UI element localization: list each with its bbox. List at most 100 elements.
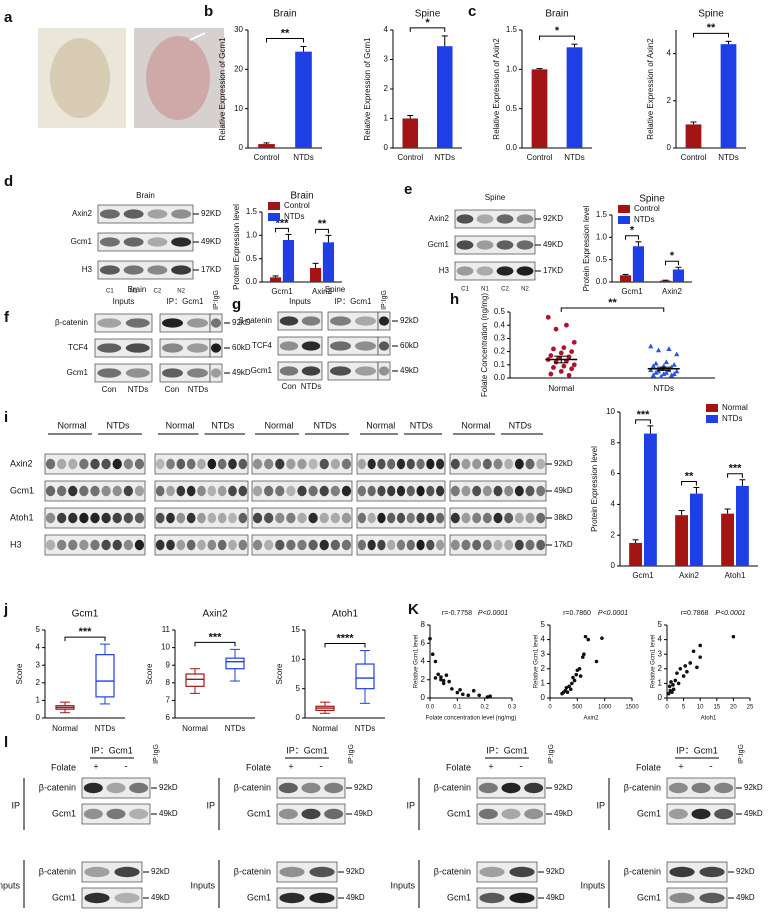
point <box>671 371 677 377</box>
blot-band <box>297 512 307 524</box>
blot-band <box>472 539 482 551</box>
blot-row-label: β-catenin <box>434 782 471 792</box>
significance: *** <box>729 463 743 475</box>
blot-header: IP:IgG <box>348 744 355 764</box>
y-tick-label: 8 <box>166 678 171 687</box>
significance: * <box>630 225 635 237</box>
blot-band <box>166 512 175 524</box>
blot-row-label: H3 <box>10 539 22 549</box>
blot-band <box>501 808 521 820</box>
blot-band <box>714 808 734 820</box>
y-tick-label: 0.5 <box>596 255 608 264</box>
y-tick-label: 20 <box>234 64 243 73</box>
panel-label: j <box>3 601 8 618</box>
y-tick-label: 0.5 <box>506 104 518 113</box>
x-tick-label: NTDs <box>564 153 584 162</box>
blot-band <box>186 512 196 524</box>
size-label: 92kD <box>159 783 178 792</box>
blot-band <box>68 512 78 524</box>
y-tick-label: 0.0 <box>506 143 518 152</box>
point <box>653 369 659 375</box>
point <box>691 649 696 654</box>
y-tick-label: 4 <box>36 643 41 652</box>
point <box>600 636 604 640</box>
lane-label: NTDs <box>188 385 208 394</box>
blot-row-label: Atoh1 <box>10 512 34 522</box>
blot-band <box>377 485 386 497</box>
bar <box>629 542 643 566</box>
blot-band <box>99 237 120 247</box>
blot-header: IP：Gcm1 <box>676 745 718 755</box>
point <box>674 368 680 374</box>
blot-band <box>426 512 435 524</box>
point <box>553 359 559 365</box>
blot-band <box>68 458 78 470</box>
lane-label: + <box>488 761 493 771</box>
blot-band <box>217 458 227 470</box>
lane-label: N1 <box>130 289 138 295</box>
blot-band <box>264 512 274 524</box>
blot-band <box>493 539 503 551</box>
blot-band <box>416 512 425 524</box>
x-axis-label: Atoh1 <box>701 716 717 722</box>
x-tick-label: NTDs <box>293 153 313 162</box>
legend-label: Control <box>284 201 310 210</box>
blot-band <box>112 539 122 551</box>
size-label: 17kD <box>554 540 573 549</box>
blot-band <box>308 485 318 497</box>
chart-title: Brain <box>273 9 296 20</box>
blot-band <box>319 485 329 497</box>
blot-band <box>355 341 376 351</box>
blot-band <box>210 318 222 328</box>
blot-band <box>377 458 386 470</box>
blot-band <box>134 458 145 470</box>
blot-band <box>197 512 206 524</box>
blot-band <box>171 265 192 275</box>
point <box>485 695 490 699</box>
point <box>650 363 656 369</box>
annotation: r=0.7860 <box>563 610 591 617</box>
chart-title: Spine <box>415 9 441 20</box>
point <box>574 672 579 677</box>
y-tick-label: 2 <box>36 678 41 687</box>
blot-row-label: H3 <box>439 266 450 275</box>
blot-band <box>479 892 505 904</box>
point <box>441 678 446 683</box>
y-axis-label: Protein Expression level <box>582 205 591 291</box>
significance-bracket <box>315 228 329 234</box>
blot-band <box>396 539 406 551</box>
blot-band <box>482 512 492 524</box>
point <box>568 687 573 692</box>
point <box>570 681 574 686</box>
y-tick-label: 0.0 <box>596 277 608 286</box>
panel-label: e <box>404 181 412 198</box>
blot-band <box>669 892 695 904</box>
blot-title: Brain <box>128 285 147 294</box>
blot-band <box>279 316 299 326</box>
section-label: IP <box>596 800 605 810</box>
y-tick-label: 1.0 <box>506 64 518 73</box>
x-tick-label: 25 <box>747 705 754 711</box>
blot-band <box>387 485 396 497</box>
bar <box>721 513 735 566</box>
blot-strip <box>251 453 353 475</box>
x-tick-label: NTDs <box>654 384 674 393</box>
blot-row-label: Gcm1 <box>637 892 661 902</box>
legend-swatch <box>706 415 718 423</box>
size-label: 60kD <box>400 341 419 350</box>
blot-band <box>341 458 352 470</box>
blot-band <box>501 782 521 794</box>
y-tick-label: 0.0 <box>246 277 258 286</box>
point <box>455 690 460 695</box>
blot-band <box>387 539 396 551</box>
blot-row-label: β-catenin <box>55 318 88 327</box>
blot-strip <box>251 507 353 529</box>
significance: **** <box>336 632 354 644</box>
blot-header: IP:IgG <box>381 290 388 310</box>
significance-bracket <box>625 235 639 240</box>
blot-band <box>297 539 307 551</box>
y-tick-label: 0.1 <box>494 360 506 369</box>
blot-band <box>279 892 305 904</box>
x-tick-label: Normal <box>312 724 338 733</box>
